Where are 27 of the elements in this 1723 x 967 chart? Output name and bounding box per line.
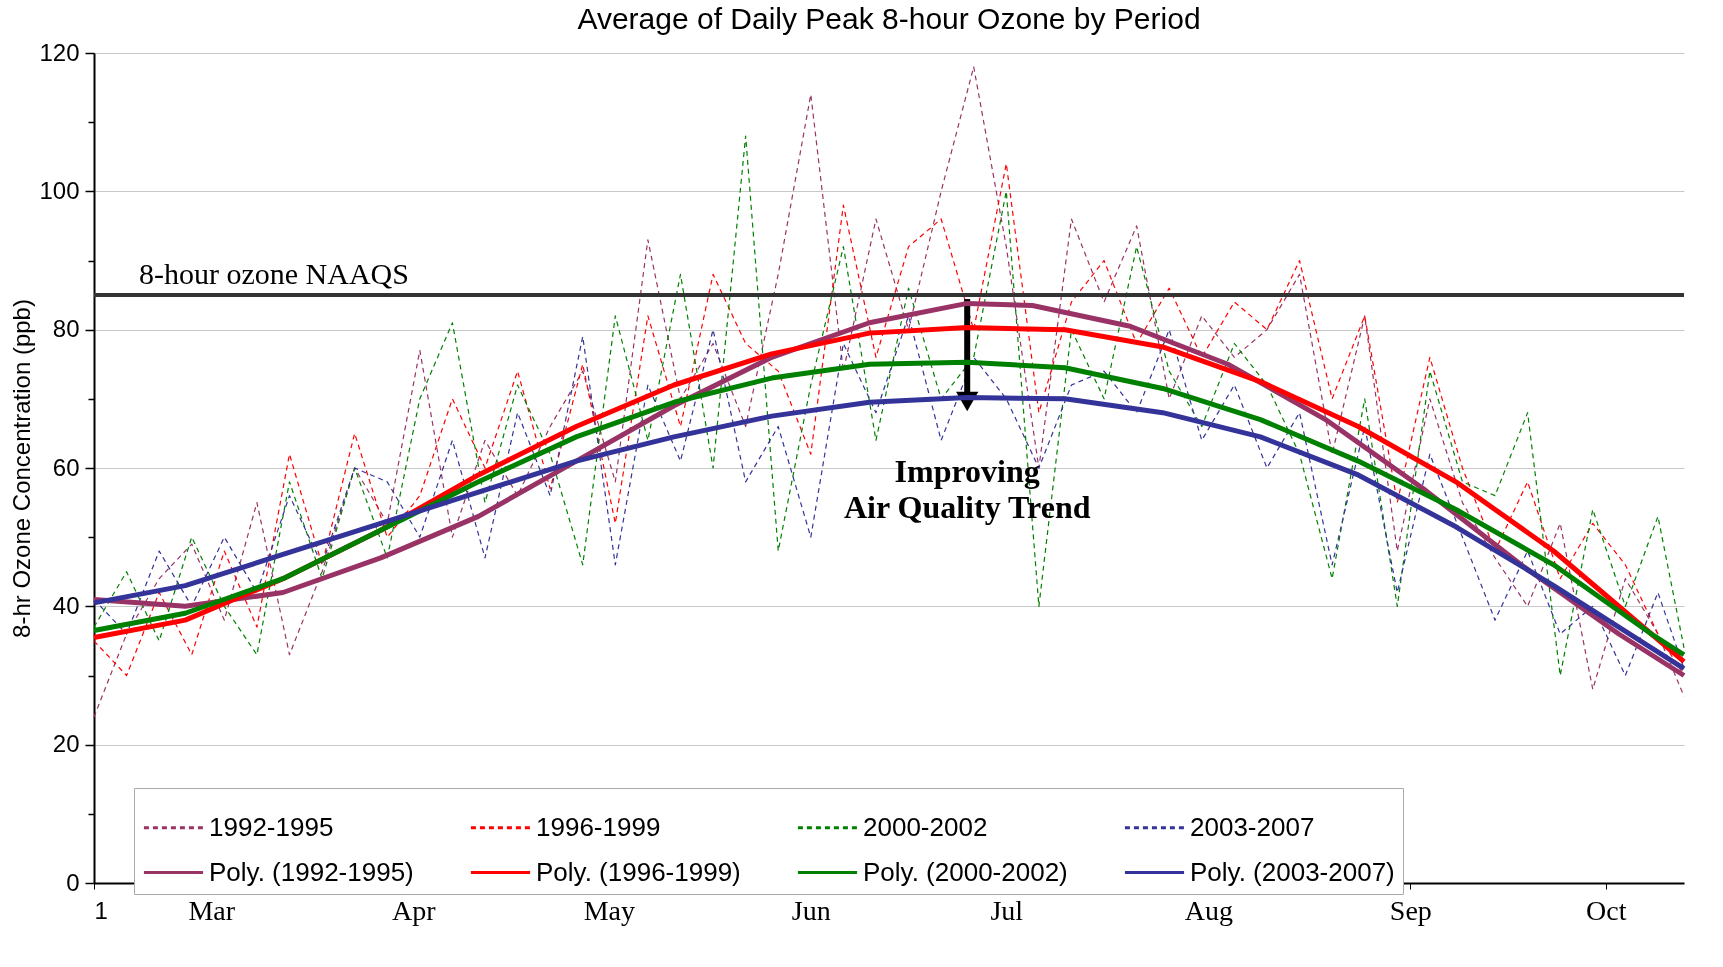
y-tick-label: 20 (52, 730, 80, 758)
x-tick-label: Mar (188, 894, 236, 926)
legend-label: 1992-1995 (209, 811, 334, 842)
x-tick-label: May (583, 894, 635, 926)
ref-line-label: 8-hour ozone NAAQS (139, 257, 409, 291)
x-tick-label: Apr (392, 894, 437, 926)
x-tick-label: Jun (791, 894, 831, 926)
y-tick-label: 60 (52, 453, 80, 481)
y-tick-label: 100 (39, 176, 80, 204)
y-tick-label: 40 (52, 591, 80, 619)
x-tick-label: Aug (1184, 894, 1233, 926)
legend-label: Poly. (2000-2002) (863, 856, 1068, 887)
y-axis-title: 8-hr Ozone Concentration (ppb) (8, 299, 36, 638)
chart-title: Average of Daily Peak 8-hour Ozone by Period (577, 2, 1201, 35)
y-tick-label: 80 (52, 315, 80, 343)
legend-label: 2003-2007 (1190, 811, 1315, 842)
legend-label: Poly. (1992-1995) (209, 856, 414, 887)
y-tick-label: 0 (66, 868, 80, 896)
legend-label: 2000-2002 (863, 811, 988, 842)
legend-label: Poly. (2003-2007) (1190, 856, 1395, 887)
legend-label: 1996-1999 (536, 811, 661, 842)
y-tick-label: 120 (39, 38, 80, 66)
x-tick-label: Sep (1389, 894, 1432, 926)
x-tick-label: 1 (94, 896, 108, 924)
x-tick-label: Oct (1586, 894, 1627, 926)
x-tick-label: Jul (990, 894, 1024, 926)
legend-label: Poly. (1996-1999) (536, 856, 741, 887)
